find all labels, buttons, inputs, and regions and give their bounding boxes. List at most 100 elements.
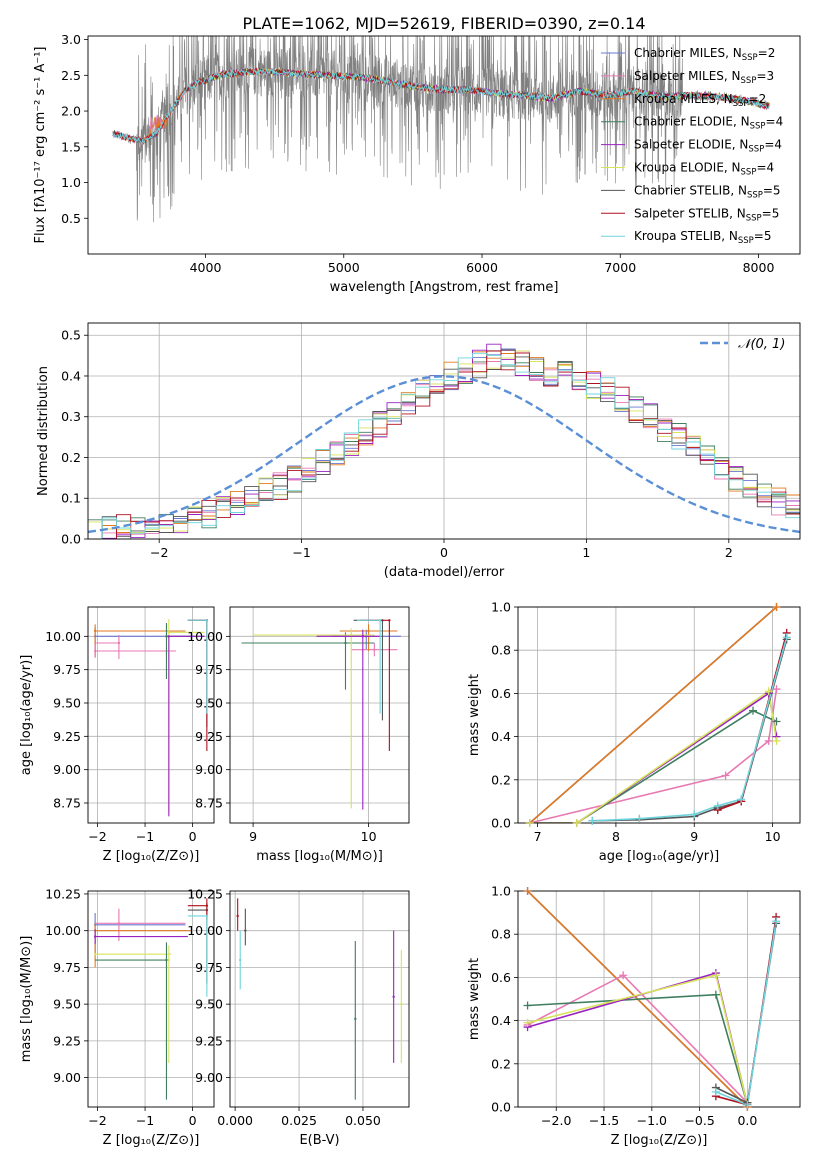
series-marker-kroupa_stelib	[713, 801, 722, 810]
series-marker-chabrier_elodie	[523, 1001, 532, 1010]
series-marker-kroupa_stelib	[743, 1100, 752, 1109]
series-line-kroupa_stelib	[592, 636, 788, 822]
x-tick-label: 9	[249, 829, 257, 844]
y-tick-label: 0.2	[61, 450, 81, 465]
x-tick-label: 0.000	[217, 1113, 253, 1128]
x-tick-label: 0.050	[345, 1113, 381, 1128]
y-tick-label: 0.3	[61, 409, 81, 424]
x-tick-label: 10	[361, 829, 377, 844]
y-tick-label: 10.00	[45, 629, 81, 644]
y-tick-label: 9.50	[195, 997, 223, 1012]
point-chabrier_elodie	[354, 1017, 357, 1021]
point-salpeter_stelib	[388, 619, 391, 622]
series-marker-kroupa_elodie	[711, 971, 720, 980]
y-axis-label: mass [log₁₀(M/M⊙)]	[19, 936, 34, 1063]
y-tick-label: 9.00	[53, 762, 81, 777]
legend-entry-salpeter_stelib: Salpeter STELIB, NSSP=5	[634, 206, 779, 223]
y-tick-label: 10.25	[45, 886, 81, 901]
series-marker-kroupa_stelib	[737, 795, 746, 804]
point-salpeter_miles	[117, 641, 121, 645]
plot-area	[230, 891, 409, 1107]
point-salpeter_miles	[373, 648, 376, 651]
point-kroupa_elodie	[93, 952, 97, 956]
panel-age_vs_mass: 9 10 8.75 9.00 9.25 9.50 9.75 10.00 mass [log₁₀(…	[187, 606, 410, 864]
x-axis-label: Z [log₁₀(Z/Z⊙)]	[611, 1133, 708, 1148]
plot-content	[236, 898, 403, 1100]
axes-frame	[87, 35, 801, 255]
point-kroupa_elodie	[400, 1002, 403, 1006]
y-tick-label: 0.8	[491, 643, 511, 658]
series-marker-kroupa_stelib	[588, 816, 597, 825]
y-tick-label: 1.0	[491, 600, 511, 615]
axes-frame	[87, 890, 215, 1108]
y-tick-label: 0.2	[491, 772, 511, 787]
point-kroupa_elodie	[350, 633, 353, 637]
x-tick-label: 8000	[743, 260, 775, 275]
y-tick-label: 0.2	[491, 1056, 511, 1071]
series-marker-kroupa_stelib	[635, 814, 644, 823]
x-tick-label: 0.0	[737, 1113, 757, 1128]
series-marker-kroupa_elodie	[523, 1018, 532, 1027]
x-tick-label: 9	[690, 829, 698, 844]
x-tick-label: 0	[440, 545, 448, 560]
y-tick-label: 9.00	[195, 762, 223, 777]
legend-entry-chabrier_stelib: Chabrier STELIB, NSSP=5	[634, 183, 781, 200]
axes-frame	[517, 890, 801, 1108]
plot-content	[88, 343, 800, 539]
x-tick-label: 0	[189, 1113, 197, 1128]
y-tick-label: 0.0	[61, 532, 81, 547]
point-chabrier_elodie	[344, 641, 347, 645]
point-salpeter_elodie	[167, 635, 171, 638]
axes-frame	[87, 606, 215, 824]
x-tick-label: −2.0	[541, 1113, 571, 1128]
y-axis-label: mass weight	[467, 958, 482, 1040]
point-kroupa_miles	[367, 629, 370, 633]
point-kroupa_elodie	[167, 958, 171, 962]
y-tick-label: 10.00	[45, 923, 81, 938]
point-salpeter_stelib	[205, 904, 209, 907]
plot-content	[93, 619, 209, 817]
residuals-legend: 𝒩(0, 1)	[700, 337, 785, 352]
plot-content	[241, 619, 401, 810]
x-tick-label: 7	[534, 829, 542, 844]
x-tick-label: −1.0	[637, 1113, 667, 1128]
series-marker-kroupa_stelib	[782, 633, 791, 642]
y-tick-label: 9.25	[53, 1033, 81, 1048]
legend-entry-chabrier_miles: Chabrier MILES, NSSP=2	[634, 46, 775, 63]
point-salpeter_elodie	[361, 635, 365, 638]
series-marker-chabrier_elodie	[749, 706, 757, 715]
series-marker-kroupa_elodie	[772, 736, 781, 745]
series-marker-kroupa_stelib	[772, 917, 781, 926]
y-tick-label: 1.0	[491, 884, 511, 899]
figure-title: PLATE=1062, MJD=52619, FIBERID=0390, z=0…	[242, 14, 645, 33]
point-salpeter_elodie	[392, 995, 395, 998]
x-axis-label: Z [log₁₀(Z/Z⊙)]	[103, 849, 200, 864]
y-tick-label: 0.5	[61, 328, 81, 343]
y-tick-label: 8.75	[195, 796, 223, 811]
y-tick-label: 0.4	[491, 729, 511, 744]
series-marker-salpeter_miles	[764, 736, 773, 745]
x-axis-label: wavelength [Angstrom, rest frame]	[330, 280, 559, 295]
x-tick-label: −1	[136, 829, 154, 844]
panel-age_vs_Z: −2 −1 0 8.75 9.00 9.25 9.50 9.75 10.00 Z [log₁₀(Z…	[19, 606, 215, 864]
series-line-kroupa_elodie	[529, 689, 778, 823]
x-tick-label: 6000	[466, 260, 498, 275]
y-tick-label: 9.00	[53, 1070, 81, 1085]
point-kroupa_stelib	[205, 914, 209, 918]
series-marker-kroupa_elodie	[525, 819, 534, 827]
plot-content	[93, 898, 209, 1100]
y-tick-label: 9.25	[195, 729, 223, 744]
series-marker-salpeter_miles	[721, 771, 730, 780]
x-tick-label: 0	[189, 829, 197, 844]
point-kroupa_miles	[93, 629, 97, 633]
panel-mass_vs_EBV: 0.000 0.025 0.050 9.00 9.25 9.50 9.75 10.00 10.2…	[187, 886, 410, 1148]
y-tick-label: 0.1	[61, 491, 81, 506]
y-tick-label: 10.25	[187, 886, 223, 901]
spectrum-model-kroupa_stelib	[112, 67, 770, 146]
normal-curve	[88, 375, 800, 534]
x-tick-label: 4000	[190, 260, 222, 275]
point-kroupa_stelib	[205, 619, 209, 622]
panel-weight_vs_Z: −2.0 −1.5 −1.0 −0.5 0.0 0.0 0.2 0.4 0.6 0.8 1.0 Z […	[467, 884, 801, 1148]
x-tick-label: 7000	[604, 260, 636, 275]
